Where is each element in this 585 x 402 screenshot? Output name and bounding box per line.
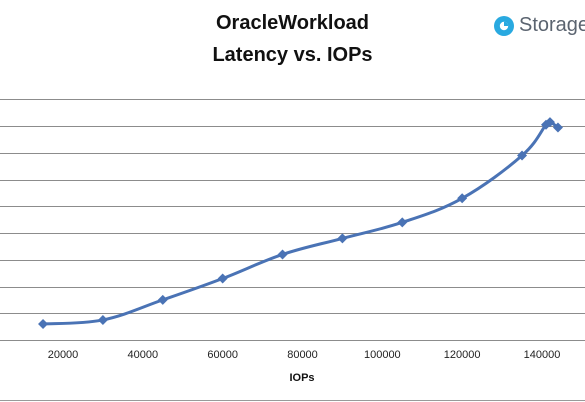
- data-point-marker: [157, 294, 168, 305]
- data-point-marker: [97, 314, 108, 325]
- logo-text: Storage: [519, 14, 585, 36]
- series-layer: [38, 117, 563, 329]
- data-point-marker: [38, 318, 49, 329]
- chart-subtitle: Latency vs. IOPs: [212, 44, 373, 66]
- data-point-marker: [517, 150, 528, 161]
- x-tick-label: 120000: [444, 349, 481, 361]
- storage-logo: Storage: [493, 14, 585, 37]
- x-tick-label: 140000: [524, 349, 561, 361]
- x-tick-label: 60000: [207, 349, 238, 361]
- chart-title: OracleWorkload: [215, 12, 370, 34]
- data-point-marker: [457, 193, 468, 204]
- data-point-marker: [552, 122, 563, 133]
- x-axis-label: IOPs: [289, 372, 314, 384]
- data-point-marker: [217, 273, 228, 284]
- data-point-marker: [397, 217, 408, 228]
- grid-lines: [0, 99, 585, 314]
- storage-review-logo-icon: [494, 15, 514, 36]
- data-point-marker: [337, 233, 348, 244]
- x-tick-label: 100000: [364, 349, 401, 361]
- x-tick-label: 20000: [48, 349, 79, 361]
- x-tick-label: 40000: [128, 349, 159, 361]
- series-line: [41, 119, 560, 326]
- x-tick-label: 80000: [287, 349, 318, 361]
- data-point-marker: [544, 117, 555, 128]
- data-point-marker: [277, 249, 288, 260]
- x-axis: 20000 40000 60000 80000 100000 120000 140000: [0, 340, 585, 401]
